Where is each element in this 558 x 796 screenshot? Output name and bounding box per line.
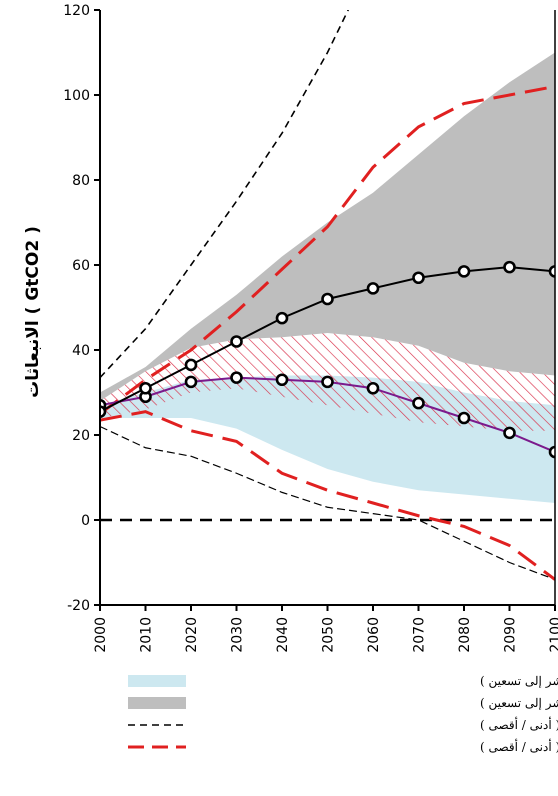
data-point-marker	[184, 375, 198, 389]
x-tick-label: 2020	[184, 617, 200, 653]
data-point-marker	[230, 335, 243, 348]
series-red-dash-4	[100, 410, 555, 581]
data-point-marker	[503, 260, 516, 274]
data-point-marker	[275, 311, 289, 325]
data-point-marker	[230, 371, 243, 384]
y-axis-label: الانبعاثات ( GtCO2 )	[23, 226, 43, 398]
legend-item: نطاق خط الأساس ( مئين عاشر إلى تسعين )	[128, 695, 558, 711]
legend-item: ما بعد التقرير الخاص لسيناريو الانبعاثات…	[128, 717, 558, 732]
y-tick-label: 100	[63, 88, 90, 104]
series-line-black-dash	[100, 10, 350, 379]
x-tick-label: 2010	[139, 617, 155, 653]
x-tick-label: 2090	[503, 617, 519, 653]
x-tick-label: 2030	[230, 617, 246, 653]
y-tick-label: -20	[67, 598, 90, 614]
data-point-marker	[503, 426, 516, 440]
x-tick-label: 2080	[457, 617, 473, 653]
data-point-marker	[548, 265, 555, 278]
x-tick-label: 2060	[366, 617, 382, 653]
x-tick-label: 2050	[321, 617, 337, 653]
y-tick-label: 20	[72, 428, 90, 444]
data-point-marker	[457, 265, 471, 278]
y-tick-label: 40	[72, 343, 90, 359]
data-point-marker	[548, 445, 555, 459]
x-tick-label: 2070	[412, 617, 428, 653]
data-point-marker	[321, 375, 334, 389]
series-line-red-dash	[100, 410, 555, 581]
legend-label: نطاق التثبيت ( مئين عاشر إلى تسعين )	[480, 674, 558, 689]
data-point-marker	[139, 381, 152, 395]
series-black-dash-thin-2	[100, 425, 555, 581]
x-tick-label: 2100	[548, 617, 558, 653]
data-point-marker	[366, 381, 380, 395]
y-tick-label: 60	[72, 258, 90, 274]
data-point-marker	[412, 396, 425, 410]
series-red-dash-3	[100, 85, 555, 415]
series-black-marker-6	[100, 260, 555, 418]
y-tick-label: 120	[63, 3, 90, 19]
x-tick-label: 2000	[93, 617, 109, 653]
x-tick-label: 2040	[275, 617, 291, 653]
plot-area	[100, 10, 555, 581]
legend: نطاق التثبيت ( مئين عاشر إلى تسعين ) نطاق…	[128, 674, 558, 754]
data-point-marker	[412, 271, 425, 285]
legend-item: السيناريوهات الشاملة ( أدنى / أقصى )	[128, 739, 558, 754]
legend-label: نطاق خط الأساس ( مئين عاشر إلى تسعين )	[480, 695, 558, 711]
legend-label: ما بعد التقرير الخاص لسيناريو الانبعاثات…	[480, 717, 558, 732]
series-black-dash-1	[100, 10, 350, 379]
legend-item: نطاق التثبيت ( مئين عاشر إلى تسعين )	[128, 674, 558, 689]
legend-swatch-blue	[128, 675, 186, 687]
data-point-marker	[457, 411, 471, 425]
y-tick-label: 80	[72, 173, 90, 189]
data-point-marker	[100, 405, 107, 418]
y-tick-label: 0	[81, 513, 90, 529]
data-point-marker	[275, 373, 289, 387]
legend-label: السيناريوهات الشاملة ( أدنى / أقصى )	[480, 739, 558, 754]
series-line-black-dash-thin	[100, 425, 555, 581]
series-line-red-dash	[100, 85, 555, 415]
data-point-marker	[184, 358, 198, 372]
data-point-marker	[321, 292, 334, 306]
legend-swatch-gray	[128, 697, 186, 709]
data-point-marker	[366, 282, 380, 295]
